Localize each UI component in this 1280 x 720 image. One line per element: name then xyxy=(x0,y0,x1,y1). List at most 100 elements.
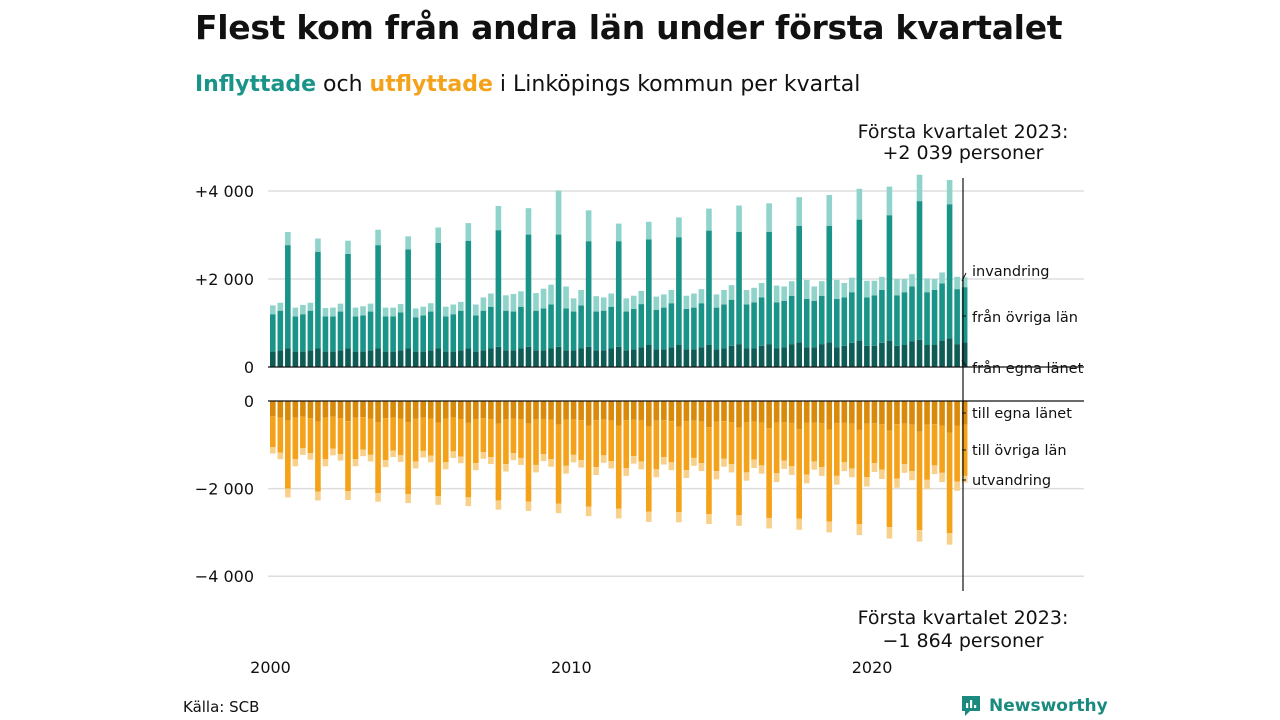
bar-out-emigration xyxy=(646,511,652,522)
bar-in-other-counties xyxy=(533,310,539,351)
bar-out-other-counties xyxy=(525,423,532,502)
bar-in-immigration xyxy=(713,294,720,308)
bar-in-own-county xyxy=(713,349,720,367)
bar-in-immigration xyxy=(676,217,682,238)
bar-out-other-counties xyxy=(540,418,547,454)
bar-out-other-counties xyxy=(405,422,411,495)
bar-out-other-counties xyxy=(360,417,366,450)
bar-out-emigration xyxy=(751,459,757,469)
bar-out-other-counties xyxy=(939,425,945,473)
bar-out-other-counties xyxy=(503,419,509,465)
bar-out-other-counties xyxy=(630,419,637,457)
bar-in-other-counties xyxy=(623,311,630,351)
bar-in-immigration xyxy=(668,290,675,304)
bar-in-other-counties xyxy=(450,314,457,352)
bar-out-emigration xyxy=(570,454,577,463)
bar-out-other-counties xyxy=(796,429,802,519)
brand-name: Newsworthy xyxy=(989,696,1108,716)
bar-out-own-county xyxy=(337,401,344,419)
bar-out-own-county xyxy=(360,401,366,418)
bar-out-emigration xyxy=(390,450,396,458)
bar-out-own-county xyxy=(397,401,404,419)
bar-out-own-county xyxy=(773,401,780,423)
bar-in-other-counties xyxy=(473,315,479,352)
xtick-label: 2010 xyxy=(551,658,592,677)
bar-in-other-counties xyxy=(488,306,494,349)
bar-out-emigration xyxy=(758,465,765,474)
bar-out-emigration xyxy=(337,454,344,461)
subtitle-utflyttade: utflyttade xyxy=(369,72,493,97)
bar-out-emigration xyxy=(585,506,592,517)
subtitle-inflyttade: Inflyttade xyxy=(195,72,317,97)
series-label-out: till övriga län xyxy=(972,443,1067,459)
bar-in-own-county xyxy=(691,349,697,367)
bar-in-immigration xyxy=(773,285,780,303)
bar-out-own-county xyxy=(578,401,584,421)
bar-in-other-counties xyxy=(758,297,765,346)
bar-out-own-county xyxy=(939,401,945,426)
bar-in-immigration xyxy=(721,290,727,305)
series-label-in: invandring xyxy=(972,264,1049,280)
bar-out-other-counties xyxy=(946,432,953,534)
bar-out-emigration xyxy=(834,475,840,485)
bar-in-own-county xyxy=(803,347,810,367)
bar-in-other-counties xyxy=(924,292,930,345)
bar-out-other-counties xyxy=(585,425,592,507)
bar-out-emigration xyxy=(615,508,622,519)
bar-in-other-counties xyxy=(322,316,329,352)
bar-out-emigration xyxy=(540,454,547,462)
bar-out-own-county xyxy=(540,401,547,419)
bar-in-own-county xyxy=(315,348,321,367)
bar-out-other-counties xyxy=(488,418,494,458)
bar-out-own-county xyxy=(834,401,840,424)
bar-out-emigration xyxy=(871,463,878,472)
bar-out-other-counties xyxy=(427,418,434,456)
bar-in-other-counties xyxy=(954,289,960,345)
bar-out-own-county xyxy=(495,401,502,424)
bar-in-immigration xyxy=(442,306,449,317)
bar-out-emigration xyxy=(894,478,900,488)
bar-out-own-county xyxy=(442,401,449,419)
bar-out-other-counties xyxy=(638,420,645,462)
bar-out-other-counties xyxy=(570,419,577,455)
bar-out-emigration xyxy=(773,473,780,483)
bar-in-other-counties xyxy=(420,315,426,352)
bar-in-own-county xyxy=(743,348,750,367)
bar-out-own-county xyxy=(728,401,735,423)
bar-in-other-counties xyxy=(803,298,810,348)
bar-out-other-counties xyxy=(743,422,750,473)
bar-out-emigration xyxy=(954,481,960,491)
bar-in-other-counties xyxy=(615,241,622,347)
bar-in-immigration xyxy=(736,205,742,232)
bar-out-own-county xyxy=(826,401,833,430)
bar-out-own-county xyxy=(683,401,690,422)
bar-out-emigration xyxy=(307,453,314,460)
bar-in-other-counties xyxy=(503,310,509,351)
bar-in-own-county xyxy=(818,344,825,367)
bar-in-own-county xyxy=(510,350,517,367)
bar-out-own-county xyxy=(382,401,389,419)
bar-out-other-counties xyxy=(307,418,314,454)
bar-out-other-counties xyxy=(864,423,870,478)
bar-in-other-counties xyxy=(375,245,381,349)
bar-in-immigration xyxy=(427,303,434,312)
bar-in-immigration xyxy=(661,294,667,308)
bar-out-other-counties xyxy=(818,423,825,468)
bar-in-other-counties xyxy=(743,304,750,349)
bar-in-own-county xyxy=(721,348,727,367)
bar-out-emigration xyxy=(427,455,434,463)
bar-out-own-county xyxy=(661,401,667,421)
bar-in-other-counties xyxy=(518,306,524,349)
bar-in-own-county xyxy=(901,345,908,367)
bar-in-immigration xyxy=(533,293,539,311)
bar-out-emigration xyxy=(322,459,329,467)
bar-in-immigration xyxy=(608,293,614,307)
bar-in-immigration xyxy=(909,274,915,287)
bar-out-other-counties xyxy=(676,426,682,513)
bar-in-own-county xyxy=(788,344,795,367)
bar-out-own-county xyxy=(879,401,885,425)
bar-in-immigration xyxy=(946,180,953,205)
bar-out-emigration xyxy=(683,470,690,479)
bar-in-immigration xyxy=(473,304,479,316)
